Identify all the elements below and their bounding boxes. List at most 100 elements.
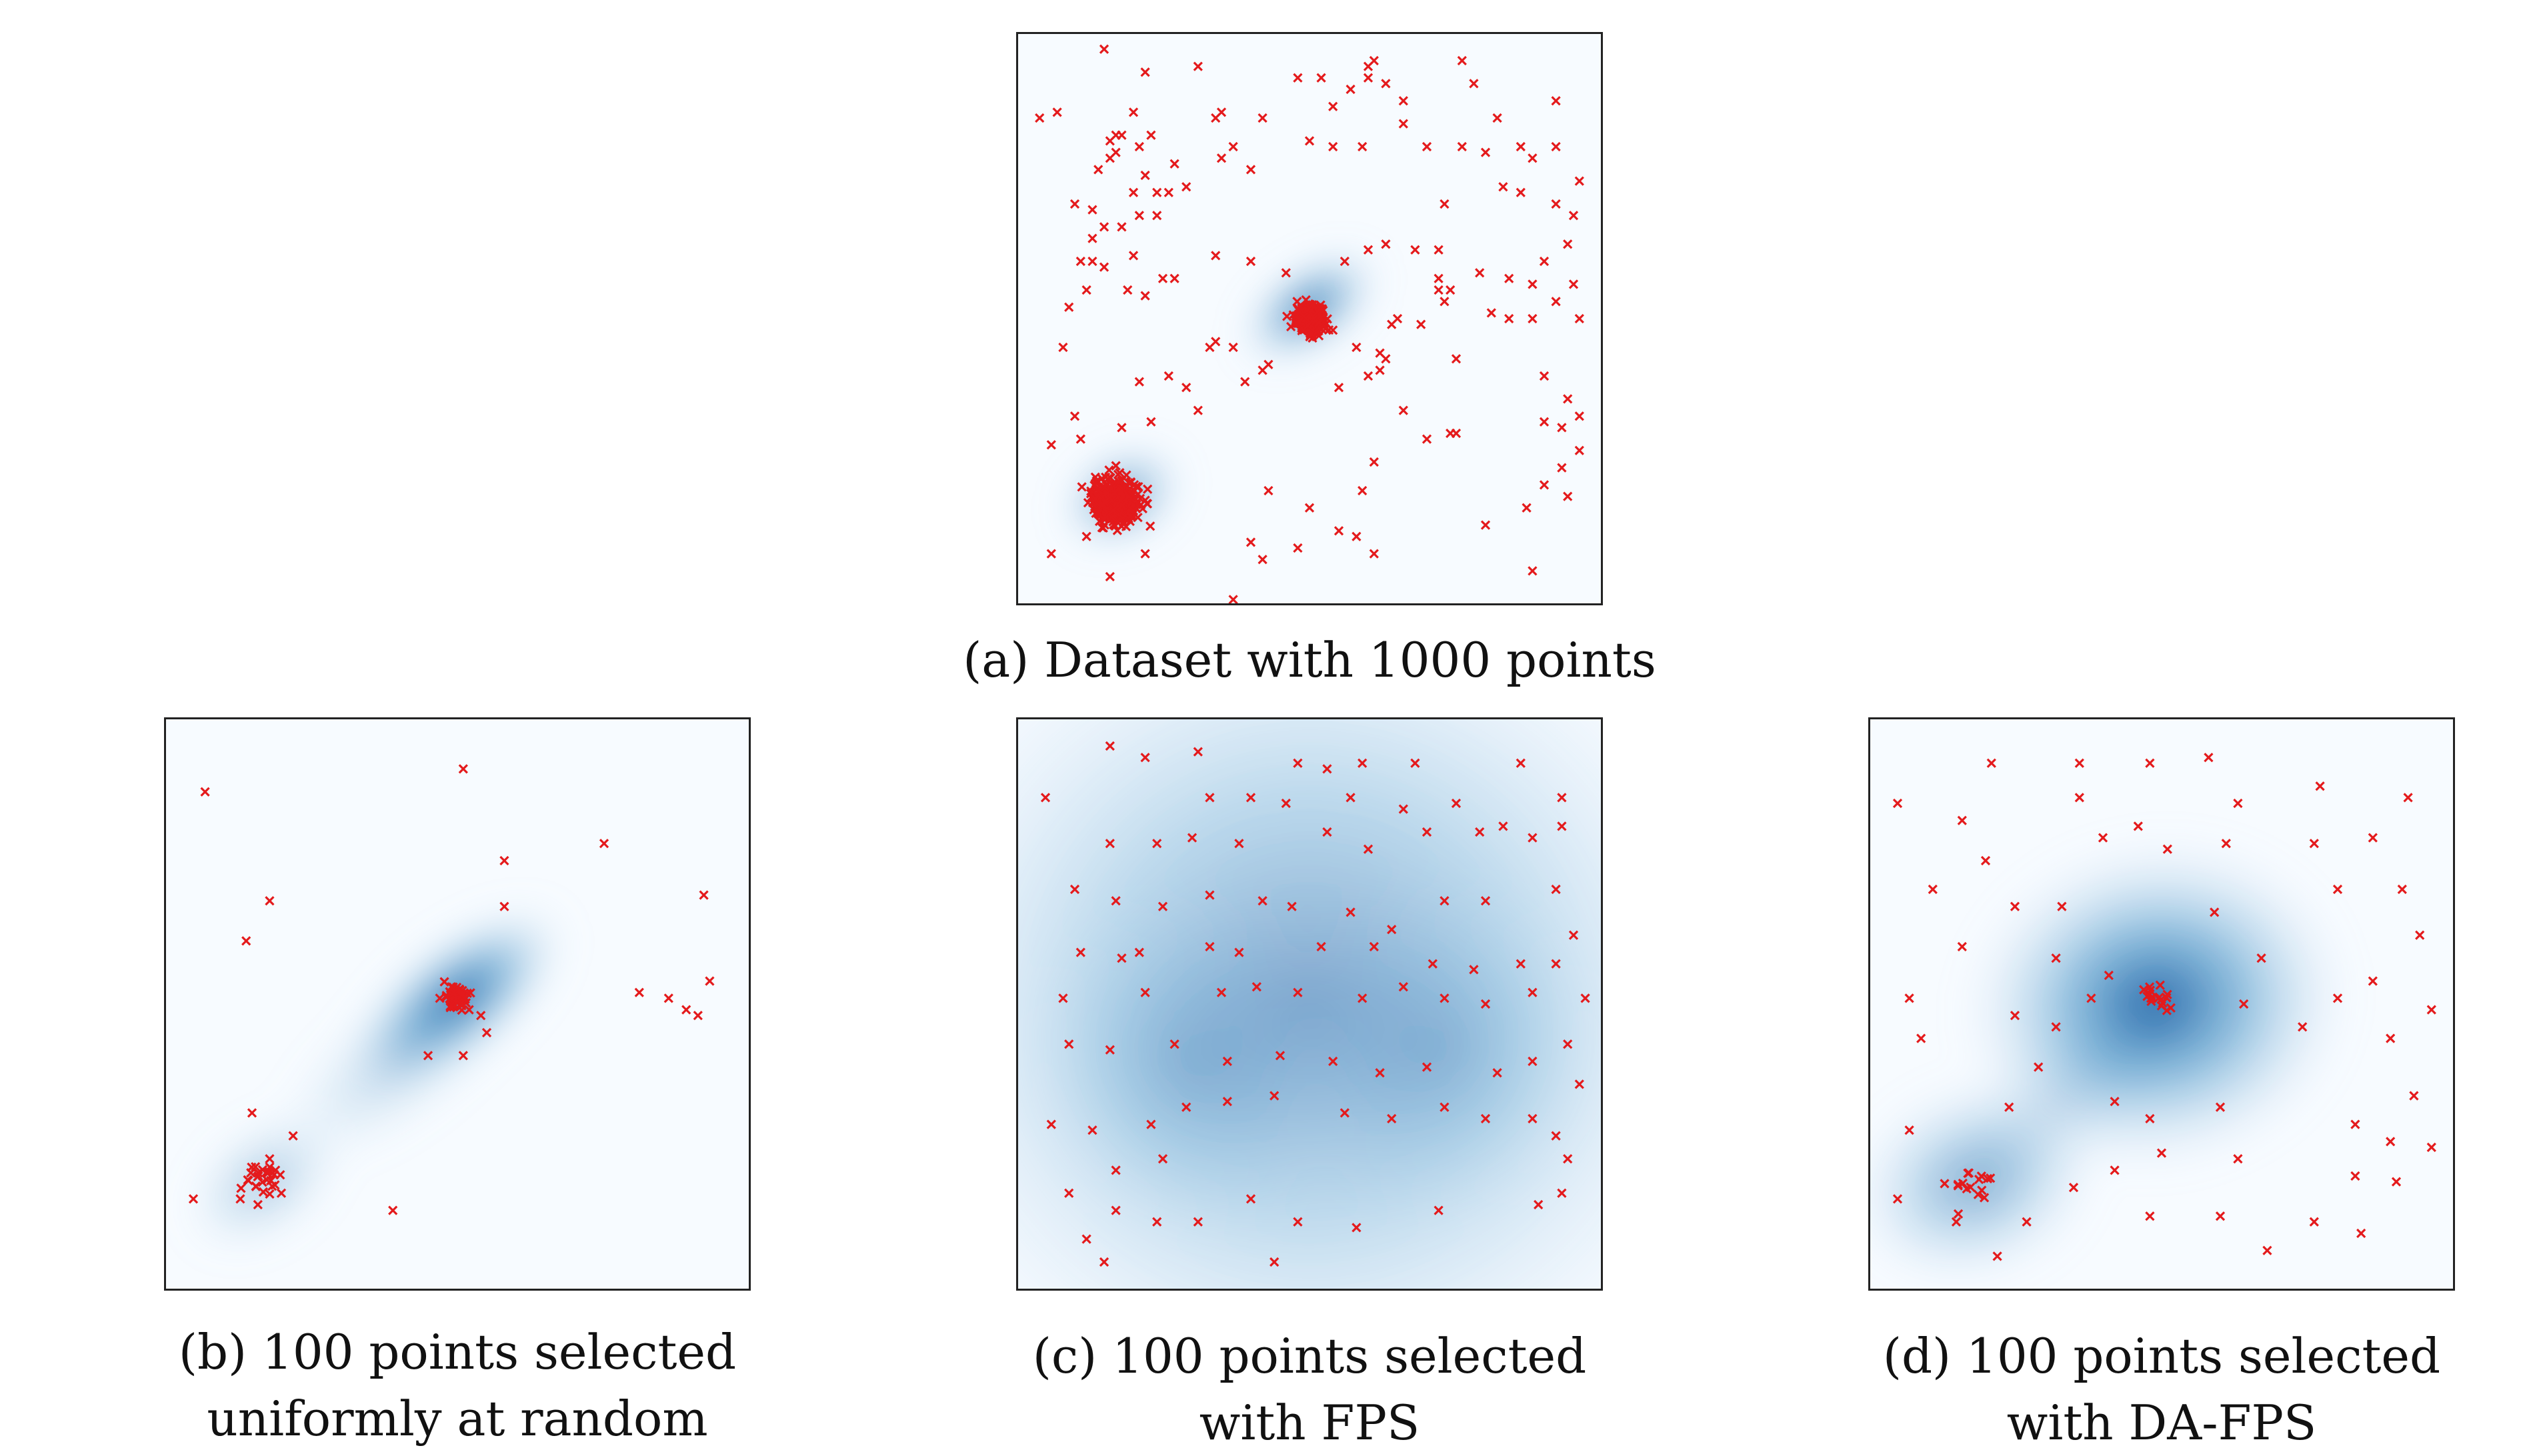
data-point <box>1422 434 1432 444</box>
data-point <box>2004 1102 2014 1112</box>
data-point <box>235 1194 245 1204</box>
data-point <box>1475 827 1485 837</box>
data-point <box>1551 297 1561 307</box>
data-point <box>1163 371 1173 381</box>
data-point <box>1134 947 1144 957</box>
markers-layer <box>1892 753 2436 1261</box>
data-point <box>1087 256 1097 267</box>
data-point <box>1099 222 1109 232</box>
data-point <box>1916 1033 1926 1043</box>
data-point <box>1528 566 1538 576</box>
data-point <box>1058 342 1068 353</box>
cluster-point <box>1145 521 1155 531</box>
data-point <box>1492 1068 1502 1078</box>
data-point <box>1398 405 1408 415</box>
scatter-plot-a <box>1016 32 1603 605</box>
data-point <box>1434 285 1444 295</box>
cluster-point <box>1982 1173 1993 1184</box>
cluster-point <box>2155 980 2165 990</box>
data-point <box>2210 907 2220 917</box>
cluster-point <box>1104 465 1114 475</box>
caption-d-line-1: (d) 100 points selected <box>1882 1328 2441 1384</box>
data-point <box>1346 84 1356 95</box>
data-point <box>1181 383 1191 393</box>
data-point <box>1152 1217 1162 1227</box>
data-point <box>1146 130 1156 140</box>
caption-c-line-2: with FPS <box>1199 1395 1420 1451</box>
data-point <box>1187 833 1197 843</box>
data-point <box>1446 285 1456 295</box>
data-point <box>1381 354 1391 364</box>
cluster-point <box>1115 495 1126 505</box>
data-point <box>1205 941 1215 952</box>
density-layer <box>1016 717 1603 1291</box>
data-point <box>1410 758 1420 768</box>
caption-d-line-2: with DA-FPS <box>2006 1395 2317 1451</box>
data-point <box>1105 741 1115 751</box>
data-point <box>1328 141 1338 152</box>
data-point <box>1304 503 1315 513</box>
cluster-point <box>1316 303 1326 314</box>
data-point <box>1369 55 1379 66</box>
data-point <box>1528 153 1538 163</box>
data-point <box>1539 371 1550 381</box>
data-point <box>1568 930 1579 940</box>
data-point <box>1551 1131 1561 1141</box>
data-point <box>2215 1102 2226 1112</box>
data-point <box>1539 417 1550 427</box>
data-point <box>1398 804 1408 814</box>
data-point <box>2262 1245 2272 1255</box>
data-point <box>1346 907 1356 917</box>
panel-a <box>1016 32 1603 605</box>
data-point <box>1134 211 1144 221</box>
data-point <box>2204 753 2214 763</box>
data-point <box>1551 199 1561 209</box>
data-point <box>1257 555 1267 565</box>
data-point <box>1035 113 1045 123</box>
data-point <box>1528 1113 1538 1124</box>
data-point <box>1099 44 1109 54</box>
data-point <box>2298 1022 2308 1032</box>
data-point <box>2110 1097 2120 1107</box>
data-point <box>1516 758 1526 768</box>
data-point <box>1892 798 1903 809</box>
data-point <box>1480 520 1491 530</box>
data-point <box>2034 1062 2044 1072</box>
data-point <box>1352 342 1362 353</box>
data-point <box>1381 79 1391 89</box>
cluster-point <box>265 1189 275 1199</box>
data-point <box>1240 377 1250 387</box>
data-point <box>1152 211 1162 221</box>
cluster-point <box>1953 1179 1963 1189</box>
data-point <box>1358 485 1368 496</box>
data-point <box>1574 313 1584 324</box>
data-point <box>1099 262 1109 272</box>
data-point <box>1574 176 1584 186</box>
data-point <box>1551 884 1561 895</box>
data-point <box>481 1027 492 1038</box>
data-point <box>1492 113 1502 123</box>
data-point <box>1504 313 1514 324</box>
plot-frame <box>164 717 751 1291</box>
data-point <box>1075 434 1085 444</box>
data-point <box>1064 1039 1074 1049</box>
data-point <box>1551 141 1561 152</box>
data-point <box>1992 1251 2002 1261</box>
data-point <box>1363 245 1374 255</box>
data-point <box>1304 136 1315 146</box>
data-point <box>1574 445 1584 455</box>
data-point <box>1234 947 1244 957</box>
data-point <box>1904 993 1914 1003</box>
data-point <box>1293 1217 1303 1227</box>
data-point <box>1270 1257 1280 1267</box>
data-point <box>1568 211 1579 221</box>
cluster-point <box>1317 313 1327 323</box>
data-point <box>1081 531 1091 541</box>
data-point <box>681 1005 691 1015</box>
data-point <box>2356 1228 2366 1239</box>
cluster-point <box>253 1171 263 1181</box>
data-point <box>2386 1137 2396 1147</box>
data-point <box>1563 239 1573 249</box>
data-point <box>1568 279 1579 289</box>
data-point <box>2086 993 2096 1003</box>
